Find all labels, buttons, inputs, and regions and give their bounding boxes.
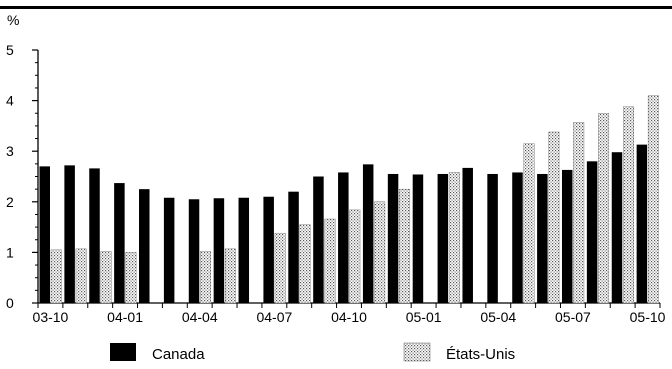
bar-etats-unis [399, 188, 411, 304]
top-rule [0, 6, 672, 9]
legend: Canada États-Unis [110, 342, 515, 363]
bar-canada [39, 166, 50, 303]
bar-canada [213, 198, 225, 303]
bar-canada [487, 173, 498, 303]
bar-etats-unis [100, 251, 112, 304]
bar-etats-unis [349, 209, 361, 304]
legend-label-canada: Canada [152, 346, 205, 363]
bar-etats-unis [374, 201, 386, 304]
bar-etats-unis [548, 131, 560, 304]
bar-etats-unis [200, 251, 211, 304]
bar-canada [89, 168, 100, 303]
bar-canada [437, 173, 449, 303]
bar-etats-unis [75, 248, 87, 304]
bar-canada [64, 165, 75, 303]
bar-canada [139, 189, 150, 303]
bar-etats-unis [448, 172, 460, 304]
y-tick-label: 5 [6, 42, 14, 58]
bar-canada [188, 199, 200, 303]
bar-etats-unis [274, 232, 286, 304]
bar-canada [586, 161, 598, 303]
bar-canada [611, 152, 623, 303]
bar-canada [163, 197, 175, 303]
bar-canada [313, 176, 324, 303]
bar-canada [512, 172, 523, 303]
legend-label-etats-unis: États-Unis [446, 346, 515, 363]
x-tick-label: 05-01 [406, 309, 442, 325]
bar-canada [362, 164, 374, 303]
y-tick-label: 0 [6, 295, 14, 311]
bars [39, 95, 659, 304]
bar-canada [387, 173, 399, 303]
y-tick-label: 1 [6, 244, 14, 260]
legend-swatch-etats-unis [403, 342, 431, 362]
y-axis-unit-label: % [7, 12, 19, 28]
y-tick-label: 4 [6, 93, 14, 109]
bar-canada [462, 167, 473, 303]
y-tick-label: 3 [6, 143, 14, 159]
y-tick-label: 2 [6, 194, 14, 210]
bar-canada [338, 172, 349, 303]
x-tick-label: 05-04 [480, 309, 516, 325]
bar-canada [537, 173, 548, 303]
x-tick-label: 05-07 [555, 309, 591, 325]
bar-canada [412, 174, 424, 303]
bar-etats-unis [299, 224, 311, 304]
x-tick-label: 04-01 [107, 309, 143, 325]
bar-canada [114, 183, 125, 303]
x-tick-label: 03-10 [33, 309, 69, 325]
x-axis: 03-10 04-01 04-04 04-07 04-10 05-01 05-04 05-07… [33, 302, 666, 325]
x-tick-label: 04-04 [182, 309, 218, 325]
bar-etats-unis [623, 106, 634, 304]
bar-canada [288, 191, 299, 303]
bar-canada [263, 196, 274, 303]
legend-swatch-canada [110, 343, 136, 361]
bar-etats-unis [125, 252, 137, 304]
x-tick-label: 04-07 [256, 309, 292, 325]
bar-etats-unis [523, 143, 535, 304]
bar-etats-unis [573, 122, 585, 304]
bar-etats-unis [50, 249, 62, 304]
bar-canada [238, 197, 250, 303]
bar-canada [561, 169, 573, 303]
bar-etats-unis [224, 248, 236, 304]
x-tick-label: 05-10 [630, 309, 666, 325]
y-axis: 0 1 2 3 4 5 [6, 42, 39, 311]
bar-etats-unis [647, 95, 659, 304]
bar-etats-unis [598, 113, 610, 304]
bar-canada [636, 144, 648, 303]
bar-etats-unis [324, 218, 336, 304]
x-tick-label: 04-10 [331, 309, 367, 325]
